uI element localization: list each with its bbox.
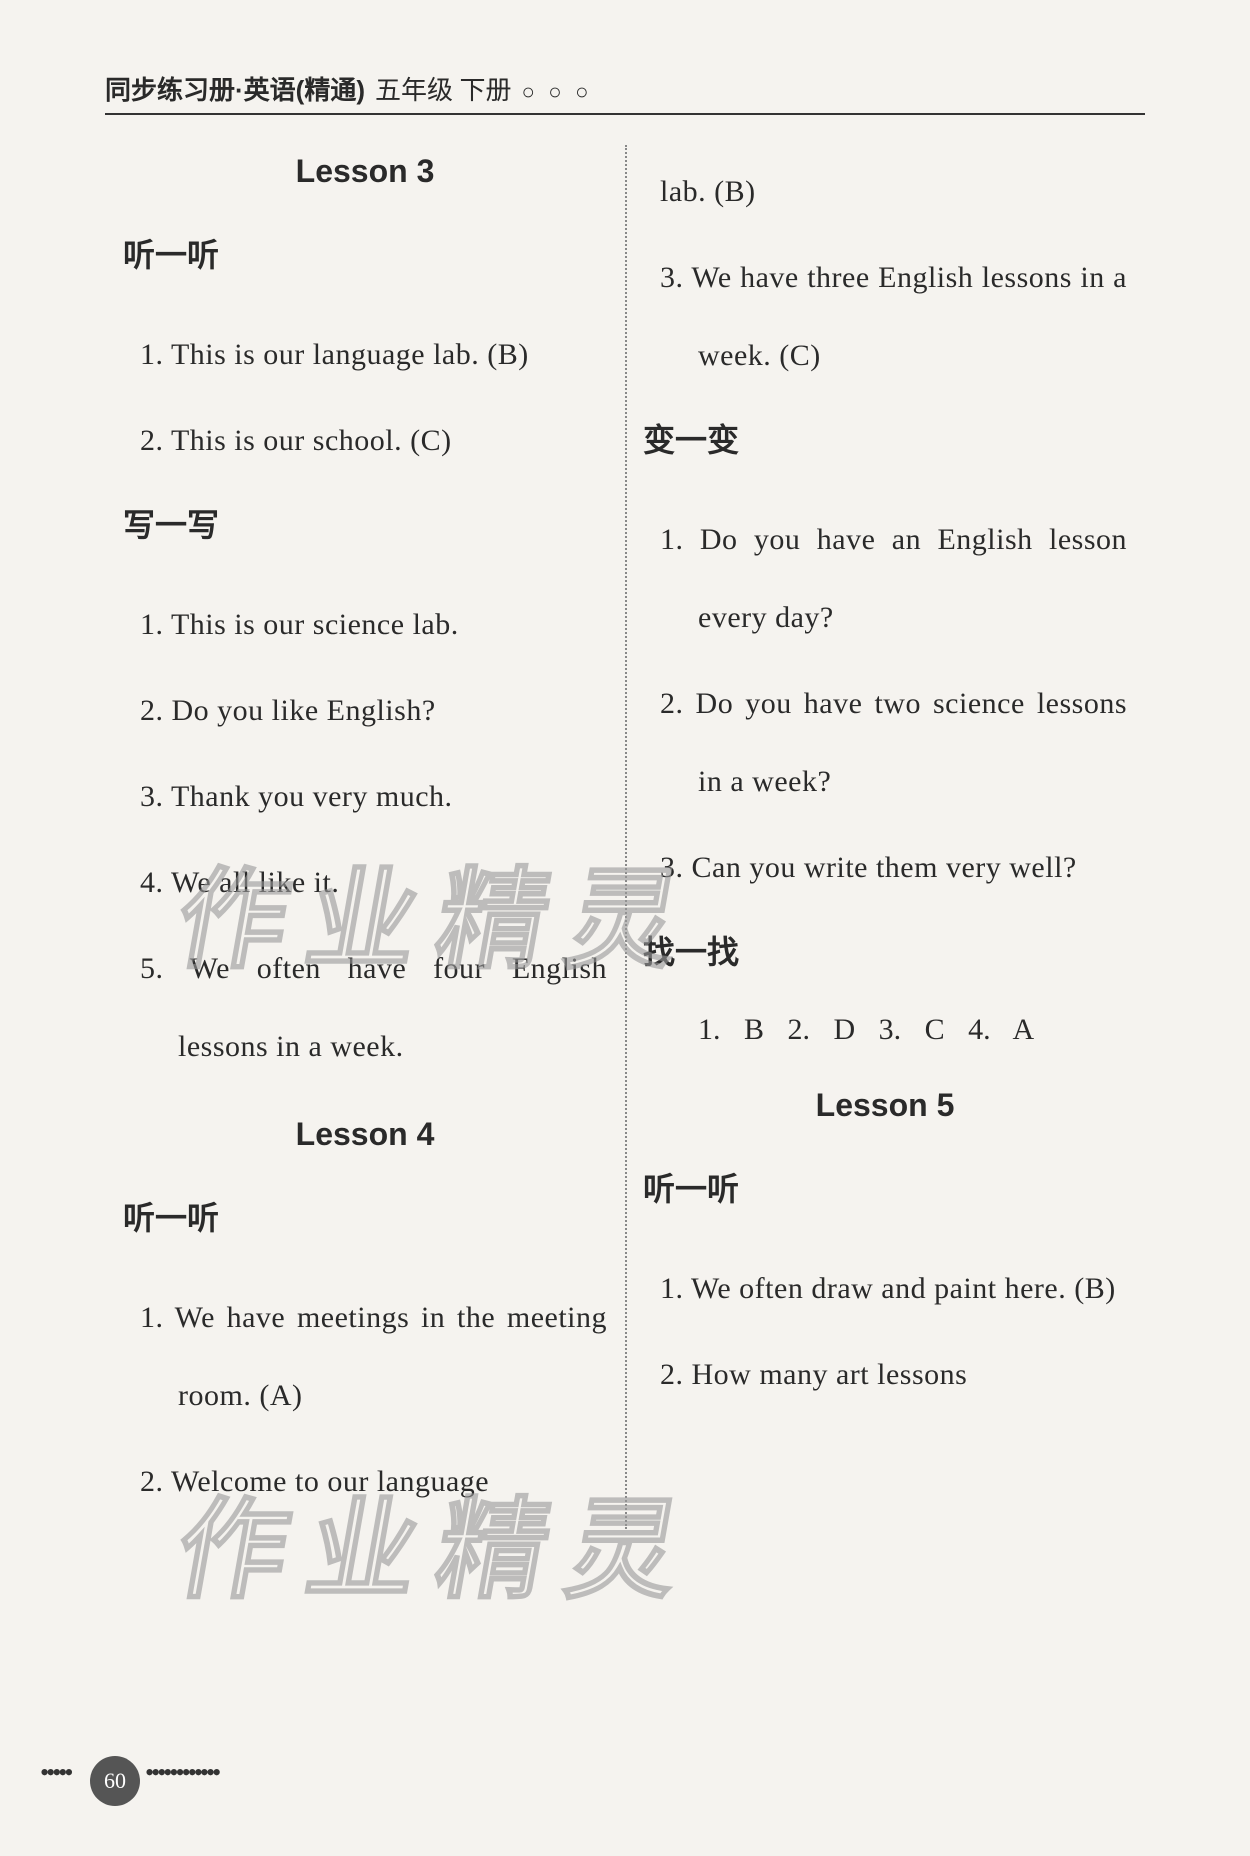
header-grade: 五年级 下册 [375,70,512,107]
lesson-3-title: Lesson 3 [123,153,607,190]
header-circles: ○ ○ ○ [522,79,593,105]
find-section-title: 找一找 [643,927,1127,973]
change-section-title: 变一变 [643,415,1127,461]
footer-dots-right: •••••••••••• [145,1758,218,1788]
write-item: 1. This is our science lab. [178,586,607,664]
continuation-text: 3. We have three English lessons in a we… [698,239,1127,395]
find-answers-row: 1. B 2. D 3. C 4. A [698,1013,1127,1047]
listen-5-item: 1. We often draw and paint here. (B) [698,1250,1127,1328]
column-divider [625,145,627,1529]
page-header: 同步练习册·英语(精通) 五年级 下册 ○ ○ ○ [105,70,1145,115]
lesson-4-title: Lesson 4 [123,1116,607,1153]
listen-5-section-title: 听一听 [643,1164,1127,1210]
listen-4-item: 1. We have meetings in the meeting room.… [178,1279,607,1435]
listen-item: 2. This is our school. (C) [178,402,607,480]
write-item: 3. Thank you very much. [178,758,607,836]
footer-dots-left: ••••• [40,1758,71,1788]
listen-4-section-title: 听一听 [123,1193,607,1239]
write-item: 2. Do you like English? [178,672,607,750]
change-item: 3. Can you write them very well? [698,829,1127,907]
change-item: 1. Do you have an English lesson every d… [698,501,1127,657]
lesson-5-title: Lesson 5 [643,1087,1127,1124]
listen-4-item: 2. Welcome to our language [178,1443,607,1521]
listen-item: 1. This is our language lab. (B) [178,316,607,394]
write-section-title: 写一写 [123,500,607,546]
write-item: 5. We often have four English lessons in… [178,930,607,1086]
write-item: 4. We all like it. [178,844,607,922]
listen-5-item: 2. How many art lessons [698,1336,1127,1414]
two-column-layout: Lesson 3 听一听 1. This is our language lab… [105,145,1145,1529]
left-column: Lesson 3 听一听 1. This is our language lab… [105,145,625,1529]
change-item: 2. Do you have two science lessons in a … [698,665,1127,821]
page-content: 同步练习册·英语(精通) 五年级 下册 ○ ○ ○ Lesson 3 听一听 1… [105,70,1145,1529]
listen-section-title: 听一听 [123,230,607,276]
continuation-text: lab. (B) [698,153,1127,231]
header-title: 同步练习册·英语(精通) [105,70,365,107]
page-number-badge: 60 [90,1756,140,1806]
right-column: lab. (B) 3. We have three English lesson… [625,145,1145,1529]
